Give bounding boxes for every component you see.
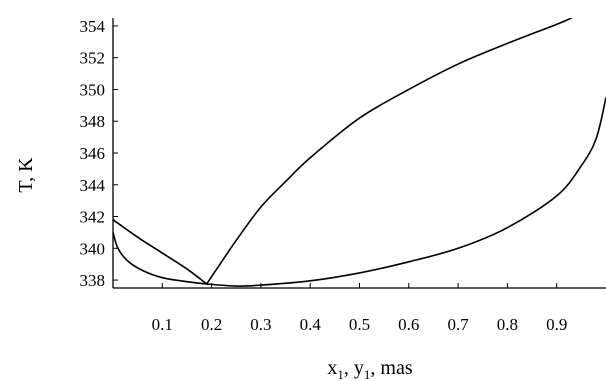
y-tick-label: 350 [80,80,106,99]
y-tick-label: 354 [80,17,106,36]
x-tick-label: 0.5 [349,315,370,334]
series-curve-3 [206,18,572,285]
x-axis-title-part: , y [344,357,364,379]
x-tick-label: 0.4 [300,315,322,334]
y-tick-label: 348 [80,112,106,131]
x-axis-title-subscript: 1 [337,367,344,381]
x-tick-label: 0.9 [546,315,567,334]
x-tick-label: 0.7 [447,315,469,334]
y-tick-label: 338 [80,271,106,290]
x-tick-label: 0.1 [152,315,173,334]
y-tick-label: 352 [80,49,106,68]
series-curve-4 [206,97,606,287]
x-tick-label: 0.2 [201,315,222,334]
x-axis-ticks: 0.1 0.2 0.3 0.4 0.5 0.6 0.7 0.8 0.9 [152,283,567,334]
y-tick-label: 340 [80,239,106,258]
y-tick-label: 346 [80,144,106,163]
x-tick-label: 0.6 [398,315,419,334]
x-axis-title: x1, y1, mas [327,357,412,381]
y-tick-label: 342 [80,208,106,227]
y-tick-label: 344 [80,176,106,195]
x-tick-label: 0.8 [497,315,518,334]
series-curve-1 [113,219,208,285]
x-tick-label: 0.3 [250,315,271,334]
x-axis-title-part: , mas [370,357,412,379]
x-axis-title-subscript: 1 [364,367,371,381]
x-axis-title-part: x [327,357,337,379]
y-axis-title: T, K [15,157,37,193]
y-axis-ticks: 338 340 342 344 346 348 350 352 354 [80,17,118,290]
